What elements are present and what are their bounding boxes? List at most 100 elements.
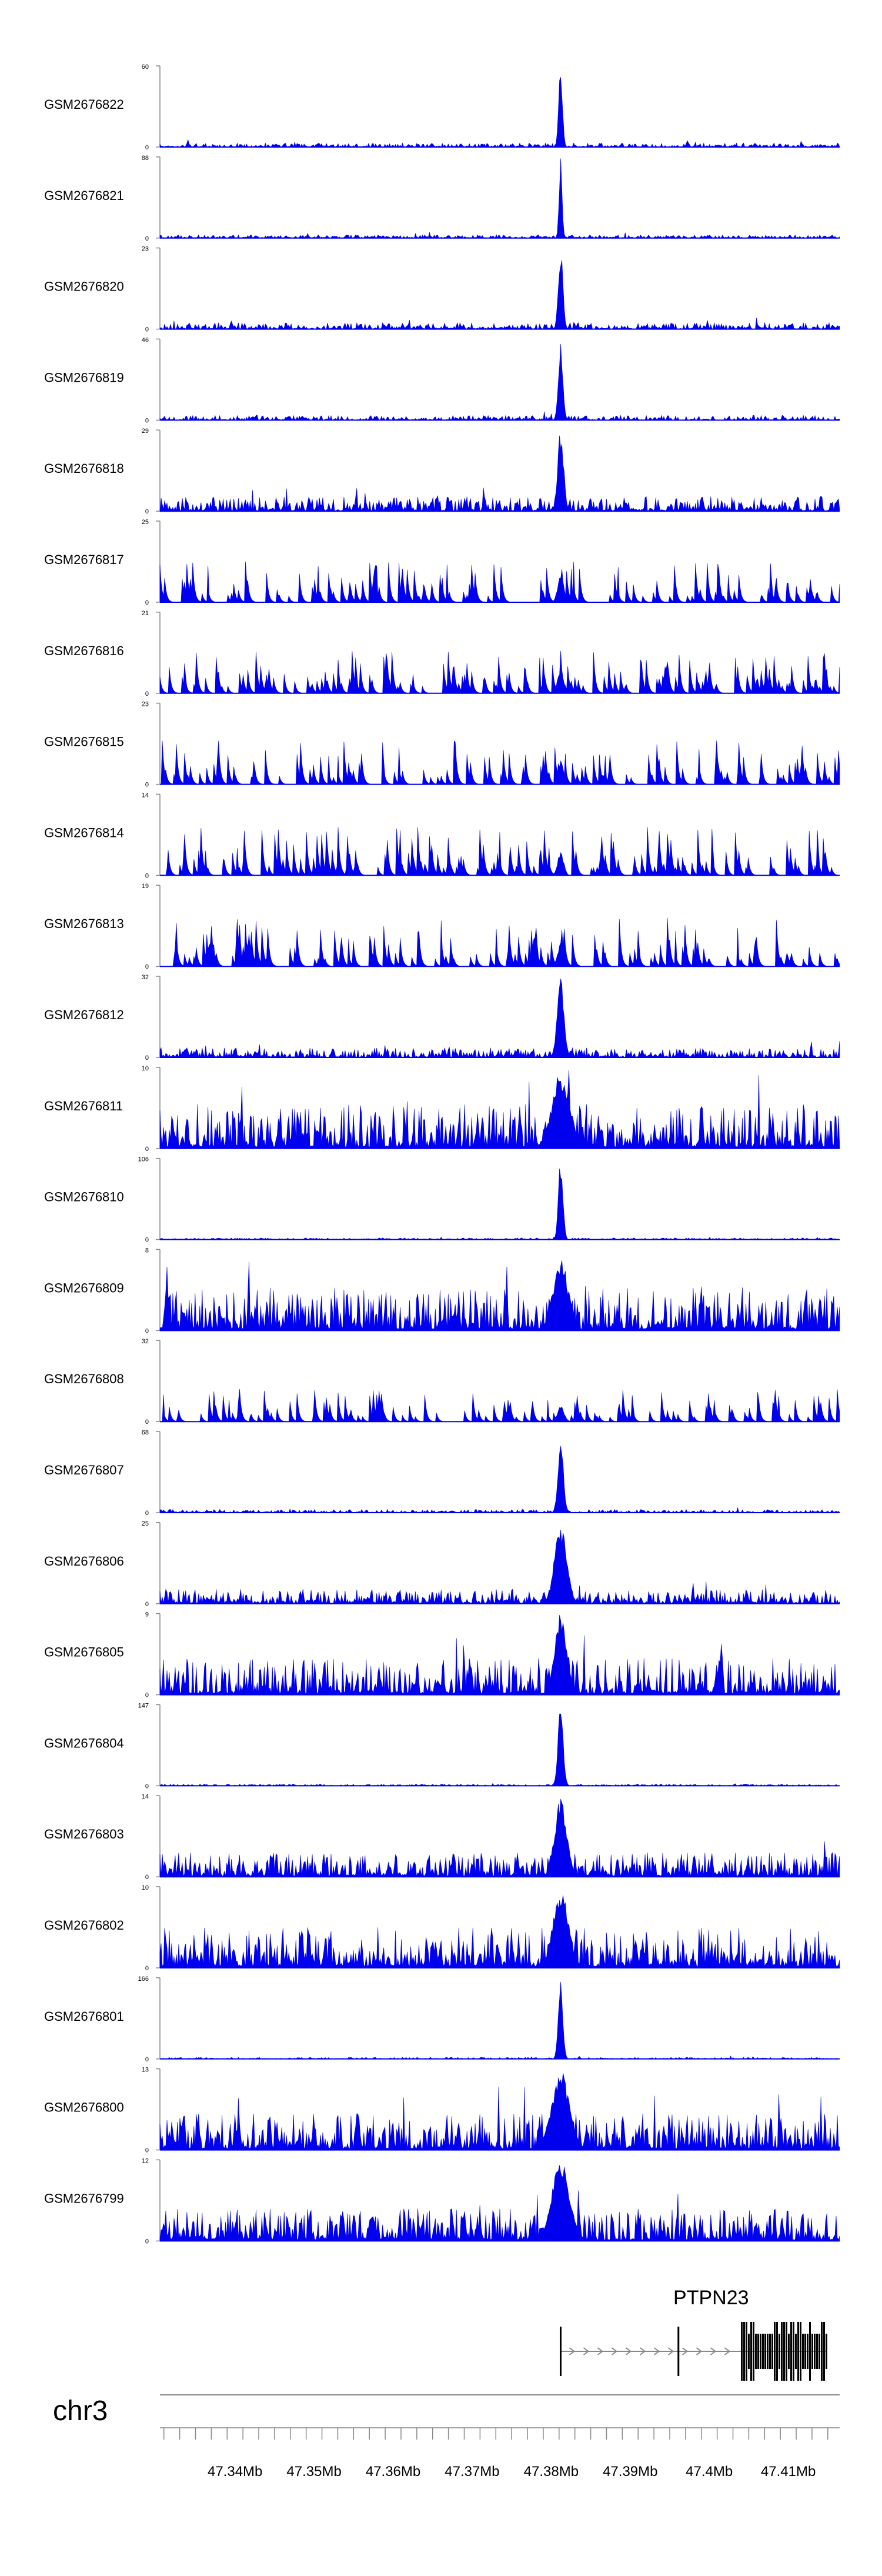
exon <box>795 2334 797 2369</box>
y-max-label: 23 <box>142 246 149 253</box>
coverage-area <box>159 1615 840 1695</box>
exon <box>807 2334 808 2369</box>
y-min-label: 0 <box>145 2147 149 2154</box>
y-max-label: 21 <box>142 610 149 617</box>
coverage-area <box>159 1260 840 1331</box>
y-max-label: 19 <box>142 883 149 890</box>
exon <box>741 2322 743 2381</box>
exon <box>802 2334 804 2369</box>
exon <box>764 2334 766 2369</box>
coverage-area <box>159 1530 840 1604</box>
y-min-label: 0 <box>145 326 149 333</box>
y-max-label: 10 <box>142 1065 149 1072</box>
exon <box>743 2322 745 2381</box>
x-tick-label: 47.37Mb <box>445 2464 499 2480</box>
strand-arrow <box>639 2347 646 2355</box>
track-label: GSM2676815 <box>44 735 124 749</box>
exon <box>804 2334 806 2369</box>
coverage-area <box>160 1389 840 1422</box>
strand-arrow <box>681 2347 689 2355</box>
track-GSM2676817: GSM2676817 25 0 <box>44 519 840 606</box>
exon <box>774 2322 776 2381</box>
y-min-label: 0 <box>145 1783 149 1790</box>
coverage-area <box>159 2165 840 2241</box>
y-min-label: 0 <box>145 1146 149 1153</box>
coverage-area <box>159 435 840 512</box>
y-min-label: 0 <box>145 2238 149 2245</box>
track-label: GSM2676811 <box>44 1099 123 1113</box>
y-min-label: 0 <box>145 235 149 242</box>
track-GSM2676801: GSM2676801 166 0 <box>44 1976 840 2063</box>
strand-arrow <box>597 2347 604 2355</box>
coverage-area <box>159 343 840 421</box>
track-label: GSM2676805 <box>44 1645 124 1660</box>
y-max-label: 14 <box>142 1793 149 1800</box>
strand-arrow <box>625 2347 632 2355</box>
y-min-label: 0 <box>145 1327 149 1334</box>
track-label: GSM2676810 <box>44 1190 124 1204</box>
track-label: GSM2676800 <box>44 2100 124 2115</box>
exon <box>783 2322 785 2381</box>
coverage-area <box>159 1798 840 1877</box>
exon <box>781 2322 783 2381</box>
exon <box>769 2334 771 2369</box>
y-max-label: 12 <box>142 2157 149 2164</box>
y-max-label: 13 <box>142 2067 149 2074</box>
y-min-label: 0 <box>145 599 149 606</box>
track-label: GSM2676820 <box>44 279 124 294</box>
y-min-label: 0 <box>145 417 149 424</box>
track-GSM2676799: GSM2676799 12 0 <box>44 2157 840 2245</box>
strand-arrow <box>611 2347 618 2355</box>
coverage-area <box>159 1169 840 1240</box>
y-max-label: 32 <box>142 1338 149 1345</box>
track-GSM2676806: GSM2676806 25 0 <box>44 1520 840 1608</box>
strand-arrow <box>653 2347 660 2355</box>
exon <box>753 2322 754 2381</box>
track-label: GSM2676821 <box>44 188 124 203</box>
exon <box>760 2334 761 2369</box>
exon <box>788 2334 790 2369</box>
coverage-area <box>159 2073 840 2150</box>
exon <box>811 2334 813 2369</box>
track-label: GSM2676801 <box>44 2009 124 2024</box>
track-label: GSM2676813 <box>44 916 124 931</box>
track-label: GSM2676808 <box>44 1372 124 1386</box>
track-GSM2676800: GSM2676800 13 0 <box>44 2067 840 2154</box>
track-label: GSM2676817 <box>44 552 124 567</box>
strand-arrow <box>569 2347 576 2355</box>
track-GSM2676808: GSM2676808 32 0 <box>44 1338 840 1426</box>
coverage-area <box>159 158 840 239</box>
exon <box>816 2334 818 2369</box>
track-label: GSM2676803 <box>44 1827 124 1841</box>
y-min-label: 0 <box>145 1692 149 1699</box>
y-min-label: 0 <box>145 1419 149 1426</box>
x-tick-label: 47.34Mb <box>208 2464 262 2480</box>
track-GSM2676814: GSM2676814 14 0 <box>44 792 840 879</box>
y-max-label: 25 <box>142 519 149 526</box>
y-max-label: 14 <box>142 792 149 799</box>
y-max-label: 29 <box>142 428 149 435</box>
track-GSM2676820: GSM2676820 23 0 <box>44 246 840 333</box>
coverage-area <box>160 827 840 876</box>
exon <box>762 2334 764 2369</box>
track-label: GSM2676816 <box>44 643 124 658</box>
exon <box>818 2334 820 2369</box>
track-label: GSM2676818 <box>44 461 124 476</box>
chromosome-label: chr3 <box>53 2395 108 2427</box>
track-GSM2676818: GSM2676818 29 0 <box>44 428 840 515</box>
y-min-label: 0 <box>145 2056 149 2063</box>
x-tick-label: 47.38Mb <box>524 2464 579 2480</box>
exon <box>797 2322 799 2381</box>
track-GSM2676802: GSM2676802 10 0 <box>44 1884 840 1972</box>
exon <box>750 2322 752 2381</box>
y-max-label: 88 <box>142 155 149 162</box>
y-max-label: 166 <box>138 1976 149 1983</box>
coverage-area <box>160 917 840 967</box>
track-GSM2676816: GSM2676816 21 0 <box>44 610 840 698</box>
track-label: GSM2676819 <box>44 370 124 385</box>
y-min-label: 0 <box>145 963 149 970</box>
x-tick-label: 47.41Mb <box>761 2464 816 2480</box>
strand-arrow <box>583 2347 590 2355</box>
exon <box>748 2334 750 2369</box>
